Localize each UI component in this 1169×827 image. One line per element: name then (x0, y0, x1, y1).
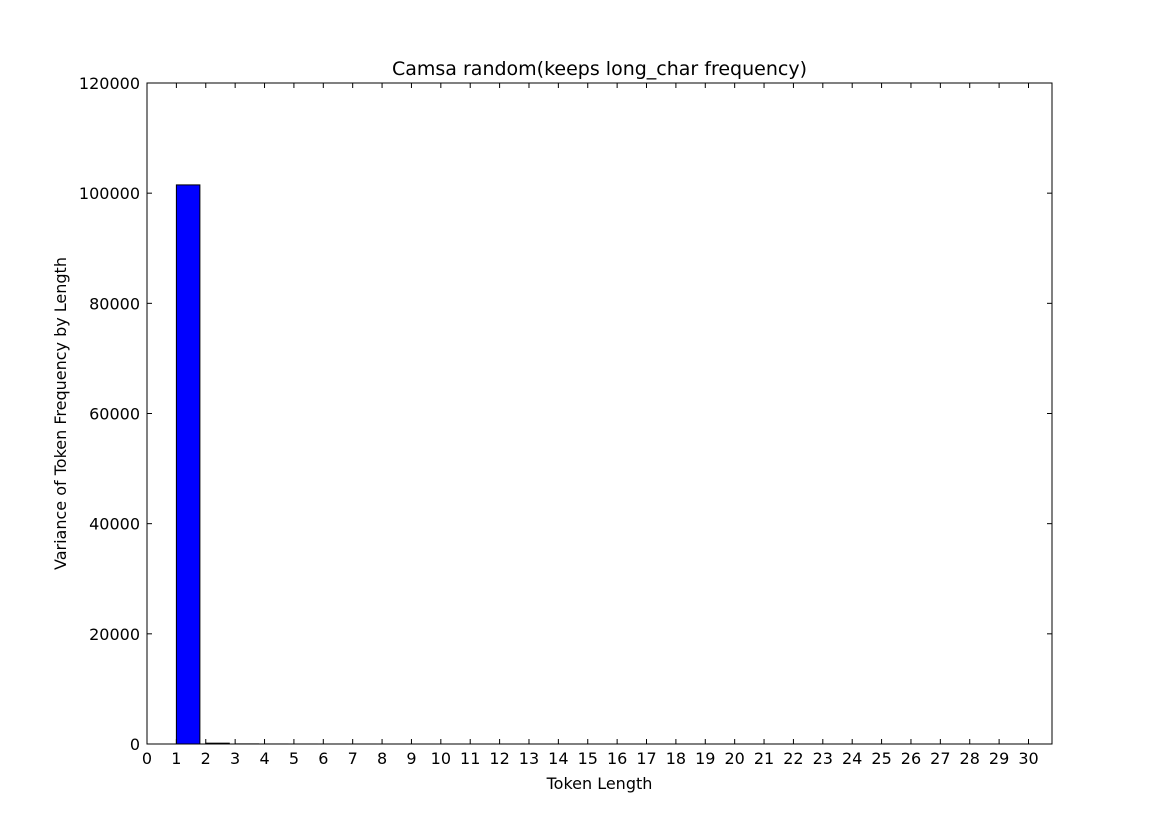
x-tick-label: 30 (1018, 749, 1038, 768)
x-tick-label: 12 (489, 749, 509, 768)
y-axis-label: Variance of Token Frequency by Length (51, 257, 70, 570)
x-tick-label: 1 (171, 749, 181, 768)
x-tick-label: 26 (901, 749, 921, 768)
x-tick-label: 16 (607, 749, 627, 768)
x-tick-label: 11 (460, 749, 480, 768)
x-tick-label: 24 (842, 749, 862, 768)
y-tick-label: 120000 (79, 74, 140, 93)
y-tick-label: 0 (130, 735, 140, 754)
y-tick-label: 20000 (89, 625, 140, 644)
x-tick-label: 9 (406, 749, 416, 768)
x-tick-label: 10 (431, 749, 451, 768)
x-tick-label: 21 (754, 749, 774, 768)
x-tick-label: 0 (142, 749, 152, 768)
x-tick-label: 17 (636, 749, 656, 768)
chart-title: Camsa random(keeps long_char frequency) (392, 58, 807, 80)
x-tick-label: 15 (578, 749, 598, 768)
x-tick-label: 6 (318, 749, 328, 768)
x-tick-label: 20 (724, 749, 744, 768)
x-tick-label: 14 (548, 749, 568, 768)
x-tick-label: 2 (201, 749, 211, 768)
x-tick-label: 28 (960, 749, 980, 768)
x-tick-label: 25 (871, 749, 891, 768)
x-tick-label: 5 (289, 749, 299, 768)
x-tick-label: 29 (989, 749, 1009, 768)
x-tick-label: 19 (695, 749, 715, 768)
y-tick-label: 40000 (89, 515, 140, 534)
x-tick-label: 3 (230, 749, 240, 768)
ticks-layer: 0 1 2 3 4 5 6 7 8 9 10 11 12 13 14 15 16 17 18 19 20 21 22 23 24… (79, 74, 1052, 768)
x-tick-label: 8 (377, 749, 387, 768)
y-tick-label: 100000 (79, 184, 140, 203)
x-tick-label: 18 (666, 749, 686, 768)
x-tick-label: 22 (783, 749, 803, 768)
x-tick-label: 23 (813, 749, 833, 768)
bars-layer (175, 184, 1053, 745)
x-tick-label: 13 (519, 749, 539, 768)
x-axis-label: Token Length (546, 774, 653, 793)
y-tick-label: 80000 (89, 294, 140, 313)
bar-length-1 (175, 184, 201, 745)
x-tick-label: 7 (348, 749, 358, 768)
x-tick-label: 4 (259, 749, 269, 768)
x-tick-label: 27 (930, 749, 950, 768)
y-tick-label: 60000 (89, 405, 140, 424)
plot-area-frame (146, 82, 1053, 745)
